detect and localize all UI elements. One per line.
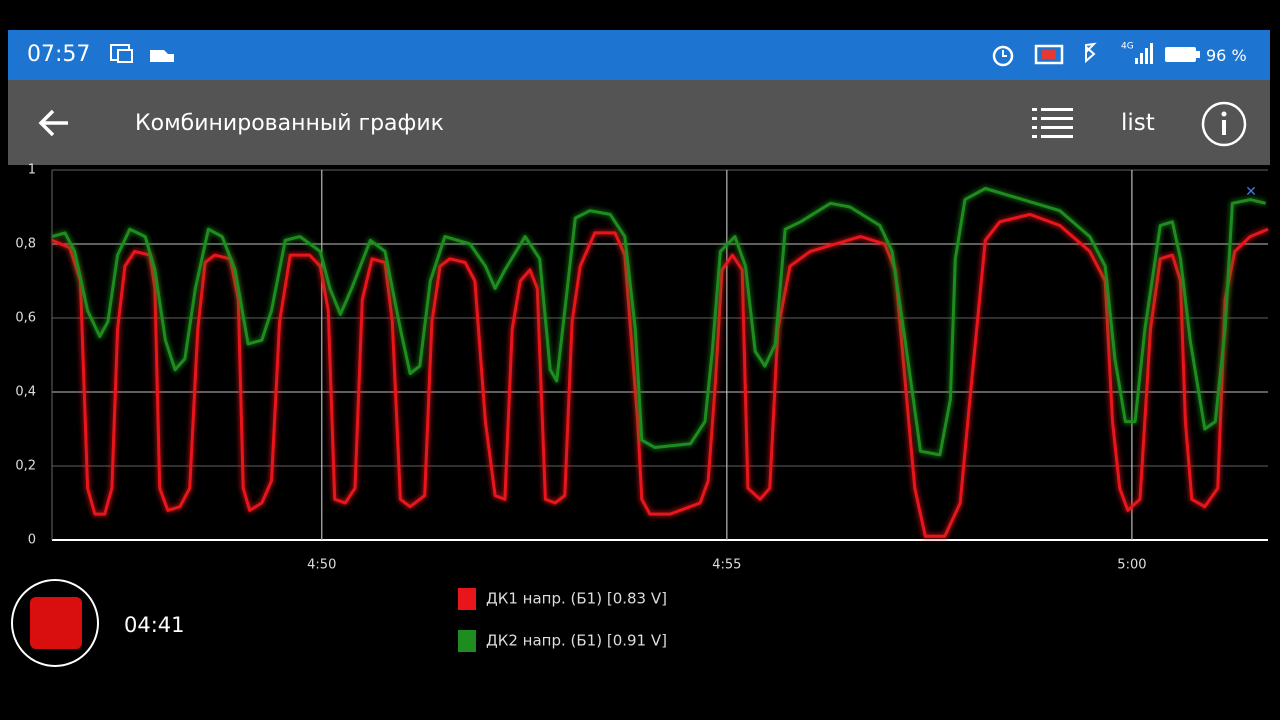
back-button[interactable] xyxy=(36,106,72,140)
y-tick-label: 1 xyxy=(28,163,36,178)
record-button-ring[interactable] xyxy=(11,579,99,667)
legend-swatch xyxy=(458,630,476,652)
y-tick-label: 0 xyxy=(28,533,36,548)
line xyxy=(51,212,1269,538)
line xyxy=(51,187,1266,457)
status-bar: 07:57 4G 96 % xyxy=(8,30,1270,80)
legend-label: ДК1 напр. (Б1) [0.83 V] xyxy=(486,590,667,608)
legend-swatch xyxy=(458,588,476,610)
battery-level: 96 % xyxy=(1206,46,1247,65)
legend-list-icon[interactable] xyxy=(1030,105,1076,141)
battery-icon xyxy=(1165,47,1200,62)
y-tick-label: 0,2 xyxy=(15,459,36,474)
clock: 07:57 xyxy=(27,42,91,67)
y-tick-label: 0,8 xyxy=(15,237,36,252)
zoom-reset-icon[interactable]: ✕ xyxy=(1245,184,1257,200)
y-tick-label: 0,6 xyxy=(15,311,36,326)
y-tick-label: 0,4 xyxy=(15,385,36,400)
status-right-icons: 4G xyxy=(992,42,1153,67)
x-tick-label: 5:00 xyxy=(1117,558,1146,573)
toolbar-title: Комбинированный график xyxy=(135,111,444,136)
recording-timer: 04:41 xyxy=(124,613,185,637)
toolbar: Комбинированный график list xyxy=(8,80,1270,165)
list-button[interactable]: list xyxy=(1121,110,1155,136)
legend-label: ДК2 напр. (Б1) [0.91 V] xyxy=(486,632,667,650)
x-tick-label: 4:50 xyxy=(307,558,336,573)
info-button[interactable] xyxy=(1200,100,1248,148)
status-icons xyxy=(110,44,174,63)
line-glow xyxy=(51,185,1267,458)
x-tick-label: 4:55 xyxy=(712,558,741,573)
record-button[interactable] xyxy=(30,597,82,649)
network-type: 4G xyxy=(1121,42,1134,52)
